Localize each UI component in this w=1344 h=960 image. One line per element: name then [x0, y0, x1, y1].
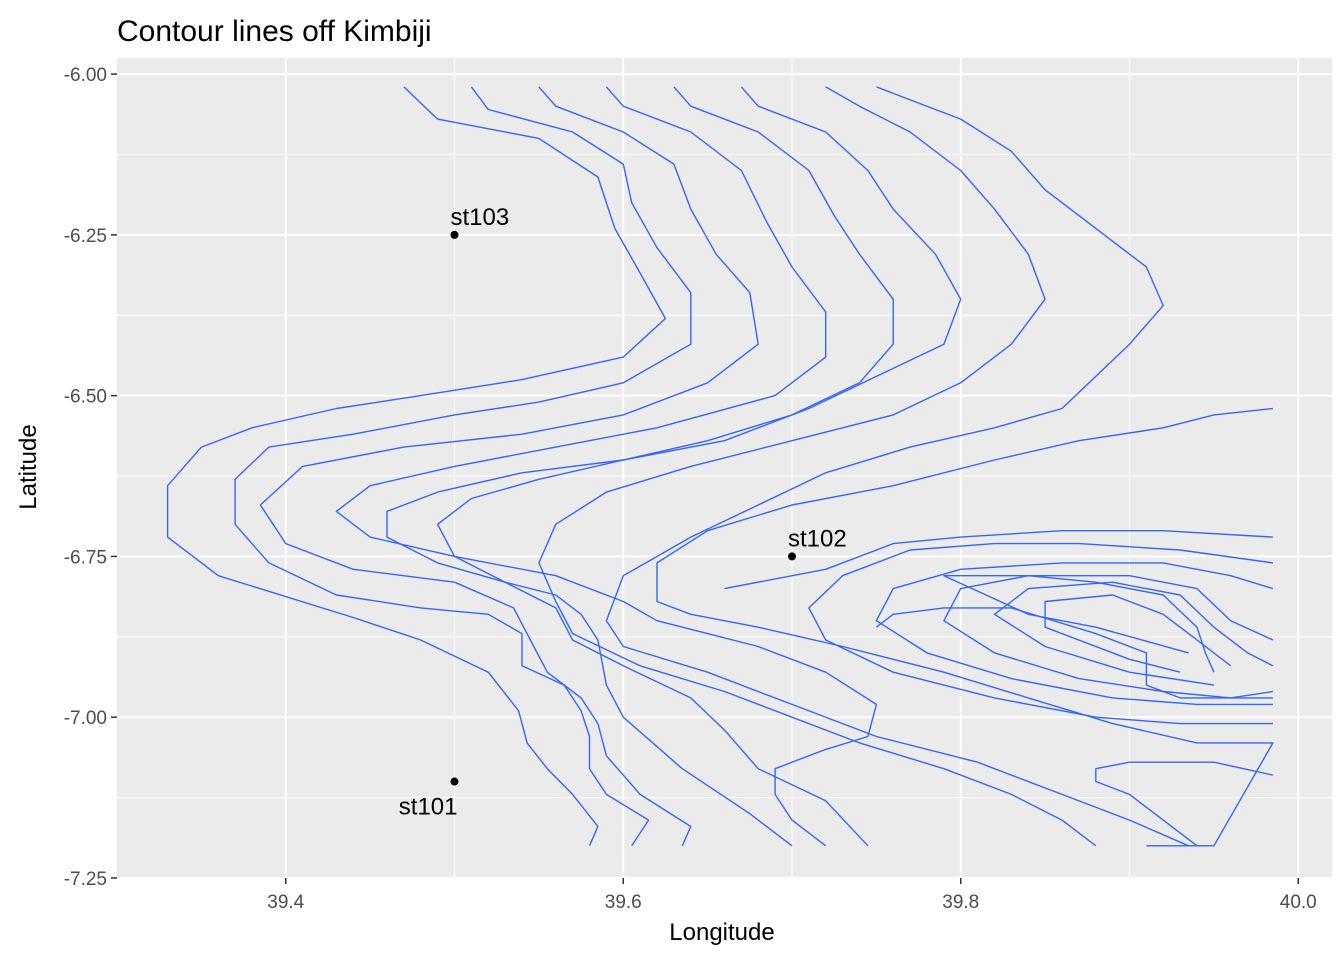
x-axis: 39.4 39.6 39.8 40.0 — [267, 878, 1317, 913]
plot-panel — [117, 58, 1332, 878]
contour-line-8 — [538, 86, 1097, 847]
contour-line-9 — [1095, 761, 1274, 847]
station-point-st103 — [450, 230, 459, 239]
contour-line-3 — [259, 86, 759, 847]
contour-line-17 — [1044, 594, 1232, 673]
station-point-st102 — [788, 552, 796, 561]
x-tick-label: 39.4 — [267, 892, 304, 913]
contour-lines — [166, 86, 1274, 847]
contour-line-5 — [875, 607, 1273, 699]
contour-line-6 — [386, 86, 894, 847]
contour-line-4 — [335, 86, 878, 847]
contour-line-13 — [808, 542, 1273, 725]
contour-line-1 — [166, 86, 667, 847]
station-points: st101 st102 st103 — [399, 204, 847, 821]
y-tick-label: -6.25 — [64, 226, 107, 247]
contour-line-14 — [875, 562, 1274, 706]
contour-line-2 — [234, 86, 692, 847]
contour-line-16 — [993, 581, 1274, 686]
x-tick-label: 40.0 — [1280, 892, 1317, 913]
y-axis: -6.00 -6.25 -6.50 -6.75 -7.00 -7.25 — [64, 65, 117, 890]
station-label-st102: st102 — [788, 525, 847, 552]
station-point-st101 — [450, 777, 459, 786]
y-tick-label: -6.50 — [64, 387, 107, 408]
chart-title: Contour lines off Kimbiji — [117, 15, 432, 48]
contour-line-18 — [943, 575, 1215, 673]
x-tick-label: 39.6 — [605, 892, 642, 913]
contour-line-15 — [943, 575, 1274, 699]
station-label-st103: st103 — [451, 204, 510, 231]
y-tick-label: -7.25 — [64, 869, 107, 890]
y-tick-label: -7.00 — [64, 708, 107, 729]
y-tick-label: -6.00 — [64, 65, 107, 86]
contour-line-7 — [436, 86, 962, 847]
x-tick-label: 39.8 — [942, 892, 979, 913]
y-tick-label: -6.75 — [64, 547, 107, 568]
contour-line-12 — [724, 530, 1273, 590]
contour-line-10 — [605, 86, 1189, 847]
station-label-st101: st101 — [399, 794, 458, 821]
x-axis-title: Longitude — [669, 919, 774, 946]
y-axis-title: Latitude — [15, 424, 42, 509]
contour-line-11 — [656, 407, 1274, 847]
